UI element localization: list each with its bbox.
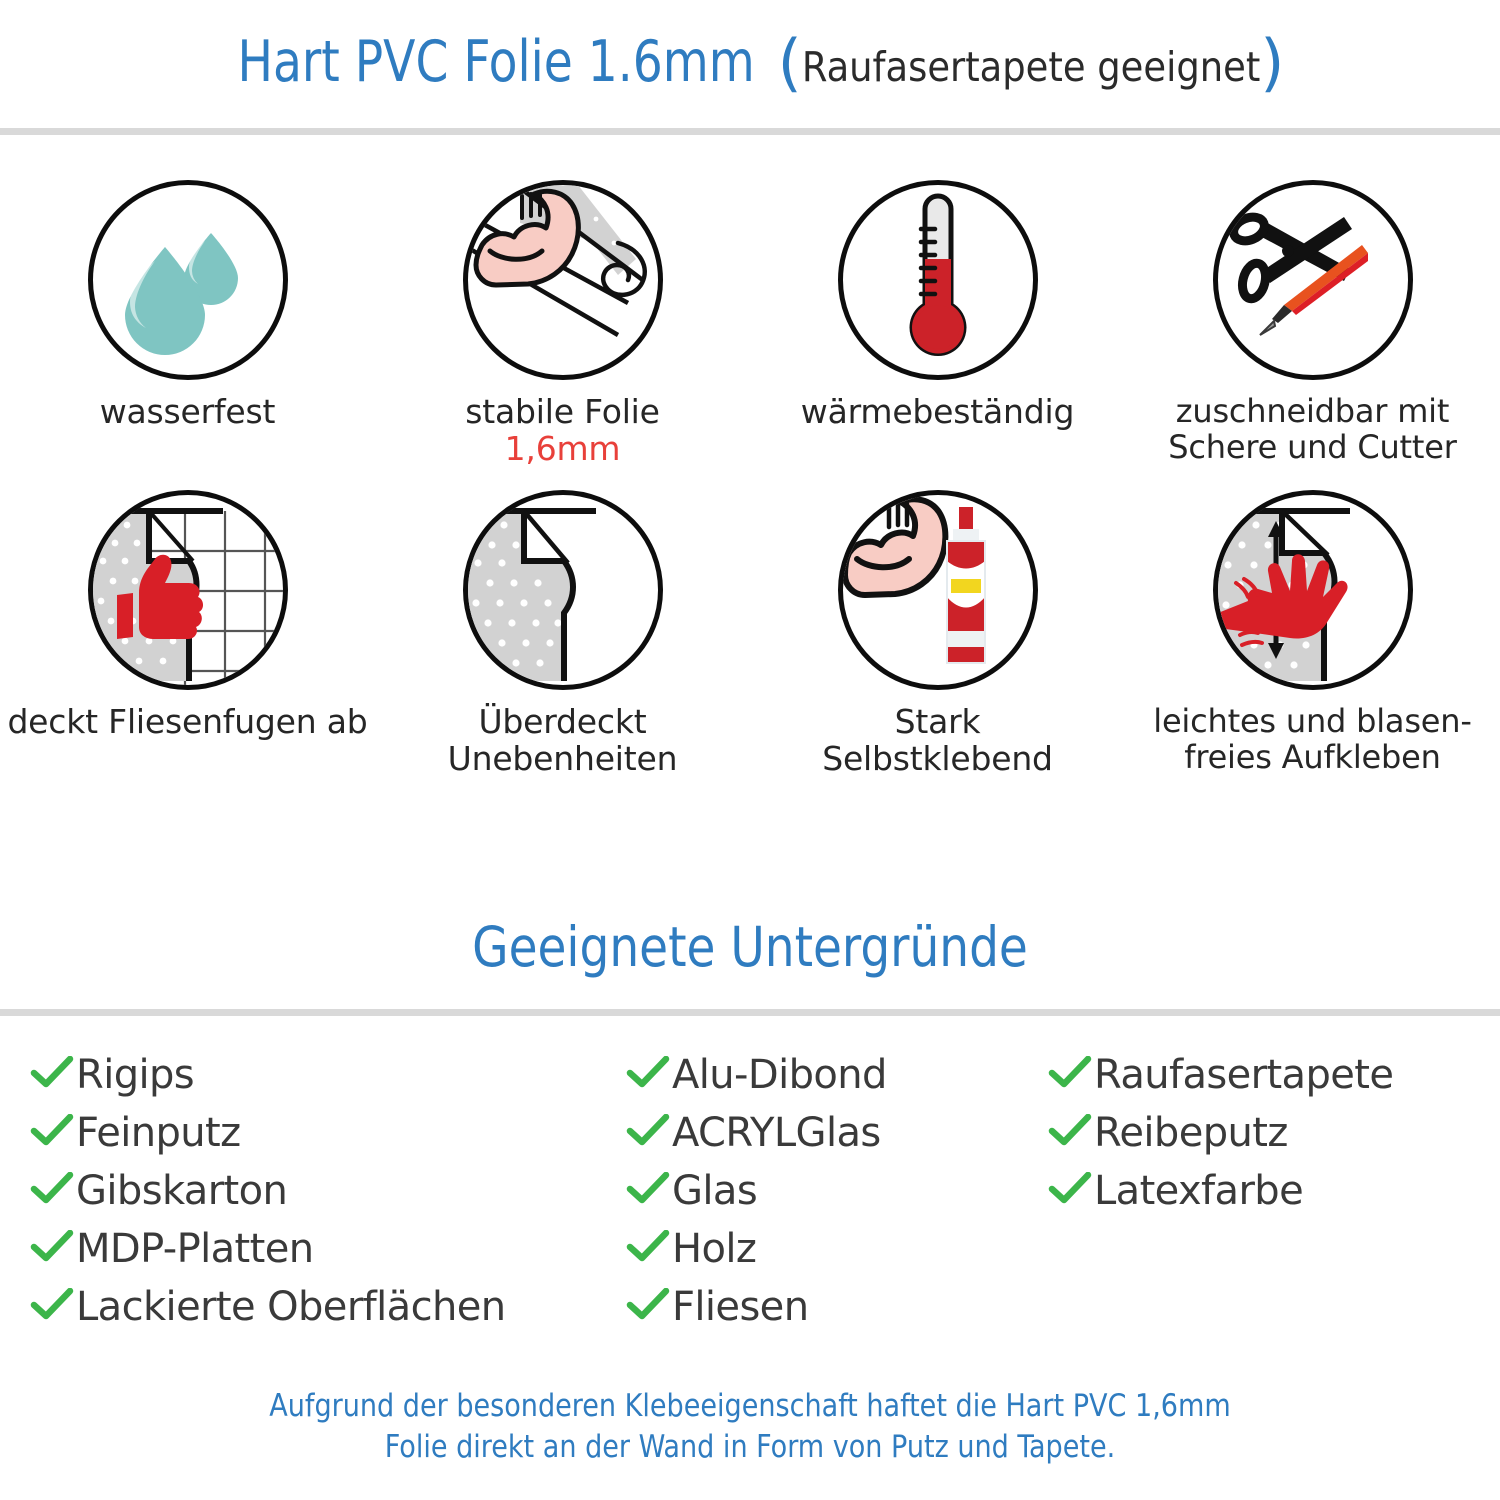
check-icon [1048, 1172, 1094, 1206]
check-icon [30, 1172, 76, 1206]
feature-label-line2: Schere und Cutter [1168, 427, 1457, 466]
substrate-column-1: Rigips Feinputz Gibskarton MDP-Platten L… [0, 1052, 618, 1342]
feature-zuschneidbar: zuschneidbar mit Schere und Cutter [1125, 180, 1500, 468]
feature-label: wärmebeständig [800, 392, 1075, 431]
water-drops-icon [87, 180, 288, 380]
list-item: Rigips [30, 1052, 618, 1110]
list-item-label: Holz [672, 1226, 757, 1272]
feature-label: zuschneidbar mit Schere und Cutter [1168, 392, 1457, 466]
list-item-label: MDP-Platten [76, 1226, 314, 1272]
list-item-label: Rigips [76, 1052, 195, 1098]
title-subtitle-text: Raufasertapete geeignet [801, 43, 1261, 91]
feature-fliesenfugen: deckt Fliesenfugen ab [0, 468, 375, 778]
feature-label-text: stabile Folie [465, 392, 660, 431]
feature-label-line2: Unebenheiten [447, 738, 678, 778]
feature-blasenfrei: leichtes und blasen- freies Aufkleben [1125, 468, 1500, 778]
list-item-label: Fliesen [672, 1284, 809, 1330]
feature-unebenheiten: Überdeckt Unebenheiten [375, 468, 750, 778]
feature-label-line2: freies Aufkleben [1184, 737, 1441, 776]
check-icon [1048, 1114, 1094, 1148]
substrate-column-3: Raufasertapete Reibeputz Latexfarbe [1038, 1052, 1500, 1342]
section-heading-untergruende: Geeignete Untergründe [472, 915, 1028, 979]
list-item-label: Gibskarton [76, 1168, 288, 1214]
list-item-label: Reibeputz [1094, 1110, 1288, 1156]
list-item: Feinputz [30, 1110, 618, 1168]
list-item: Gibskarton [30, 1168, 618, 1226]
feature-grid: wasserfest [0, 180, 1500, 778]
footer-line-1: Aufgrund der besonderen Klebeeigenschaft… [269, 1388, 1231, 1424]
flexed-arm-foil-roll-icon [462, 180, 663, 380]
peeling-foil-corner-icon [462, 489, 663, 690]
title-paren-close: ) [1260, 26, 1285, 99]
feature-selbstklebend: Stark Selbstklebend [750, 468, 1125, 778]
check-icon [30, 1230, 76, 1264]
feature-stabile-folie: stabile Folie 1,6mm [375, 180, 750, 468]
footer-note: Aufgrund der besonderen Klebeeigenschaft… [23, 1386, 1478, 1468]
title-paren-open: ( [777, 26, 802, 99]
list-item: Reibeputz [1048, 1110, 1500, 1168]
list-item-label: Feinputz [76, 1110, 241, 1156]
feature-label-line1: leichtes und blasen- [1153, 701, 1472, 740]
page-title: Hart PVC Folie 1.6mm (Raufasertapete geei… [0, 26, 1500, 99]
check-icon [30, 1114, 76, 1148]
feature-label: deckt Fliesenfugen ab [7, 701, 368, 741]
feature-label: Überdeckt Unebenheiten [447, 701, 678, 778]
check-icon [30, 1288, 76, 1322]
feature-label: Stark Selbstklebend [822, 701, 1053, 778]
list-item-label: Glas [672, 1168, 758, 1214]
flexed-arm-glue-tube-icon [837, 489, 1038, 690]
check-icon [626, 1172, 672, 1206]
list-item-label: Raufasertapete [1094, 1052, 1394, 1098]
thermometer-icon [837, 180, 1038, 380]
footer-line-2: Folie direkt an der Wand in Form von Put… [384, 1428, 1116, 1465]
check-icon [626, 1288, 672, 1322]
feature-label-line1: Überdeckt [478, 701, 647, 741]
list-item: Fliesen [626, 1284, 1038, 1342]
list-item-label: Alu-Dibond [672, 1052, 887, 1098]
divider-top [0, 128, 1500, 135]
check-icon [626, 1114, 672, 1148]
list-item: ACRYLGlas [626, 1110, 1038, 1168]
feature-thickness-value: 1,6mm [504, 428, 621, 468]
list-item: Holz [626, 1226, 1038, 1284]
list-item: Lackierte Oberflächen [30, 1284, 618, 1342]
check-icon [1048, 1056, 1094, 1090]
scissors-cutter-icon [1212, 180, 1413, 380]
feature-waermebestaendig: wärmebeständig [750, 180, 1125, 468]
check-icon [626, 1056, 672, 1090]
list-item: MDP-Platten [30, 1226, 618, 1284]
title-main-text: Hart PVC Folie 1.6mm [237, 29, 756, 95]
list-item: Raufasertapete [1048, 1052, 1500, 1110]
check-icon [30, 1056, 76, 1090]
list-item: Glas [626, 1168, 1038, 1226]
feature-label: wasserfest [99, 392, 276, 431]
feature-label: stabile Folie 1,6mm [465, 392, 660, 468]
substrate-column-2: Alu-Dibond ACRYLGlas Glas Holz Fliesen [618, 1052, 1038, 1342]
list-item-label: Lackierte Oberflächen [76, 1284, 506, 1330]
list-item-label: Latexfarbe [1094, 1168, 1304, 1214]
check-icon [626, 1230, 672, 1264]
feature-label-line1: Stark [894, 701, 981, 741]
thumbs-up-tile-foil-icon [87, 489, 288, 690]
feature-label-line1: zuschneidbar mit [1175, 392, 1450, 430]
list-item: Alu-Dibond [626, 1052, 1038, 1110]
hand-smoothing-foil-icon [1212, 489, 1413, 690]
substrate-lists: Rigips Feinputz Gibskarton MDP-Platten L… [0, 1052, 1500, 1342]
list-item: Latexfarbe [1048, 1168, 1500, 1226]
list-item-label: ACRYLGlas [672, 1110, 881, 1156]
feature-label: leichtes und blasen- freies Aufkleben [1153, 701, 1472, 776]
feature-wasserfest: wasserfest [0, 180, 375, 468]
divider-middle [0, 1009, 1500, 1016]
feature-label-line2: Selbstklebend [822, 738, 1053, 778]
